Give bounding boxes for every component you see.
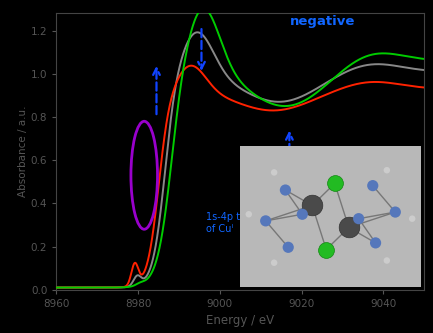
Text: 1s-4p transition
of Cuᴵ: 1s-4p transition of Cuᴵ: [206, 212, 283, 234]
Y-axis label: Absorbance / a.u.: Absorbance / a.u.: [18, 106, 28, 197]
Text: negative: negative: [289, 15, 355, 28]
X-axis label: Energy / eV: Energy / eV: [206, 314, 275, 327]
Text: positive: positive: [292, 195, 352, 208]
